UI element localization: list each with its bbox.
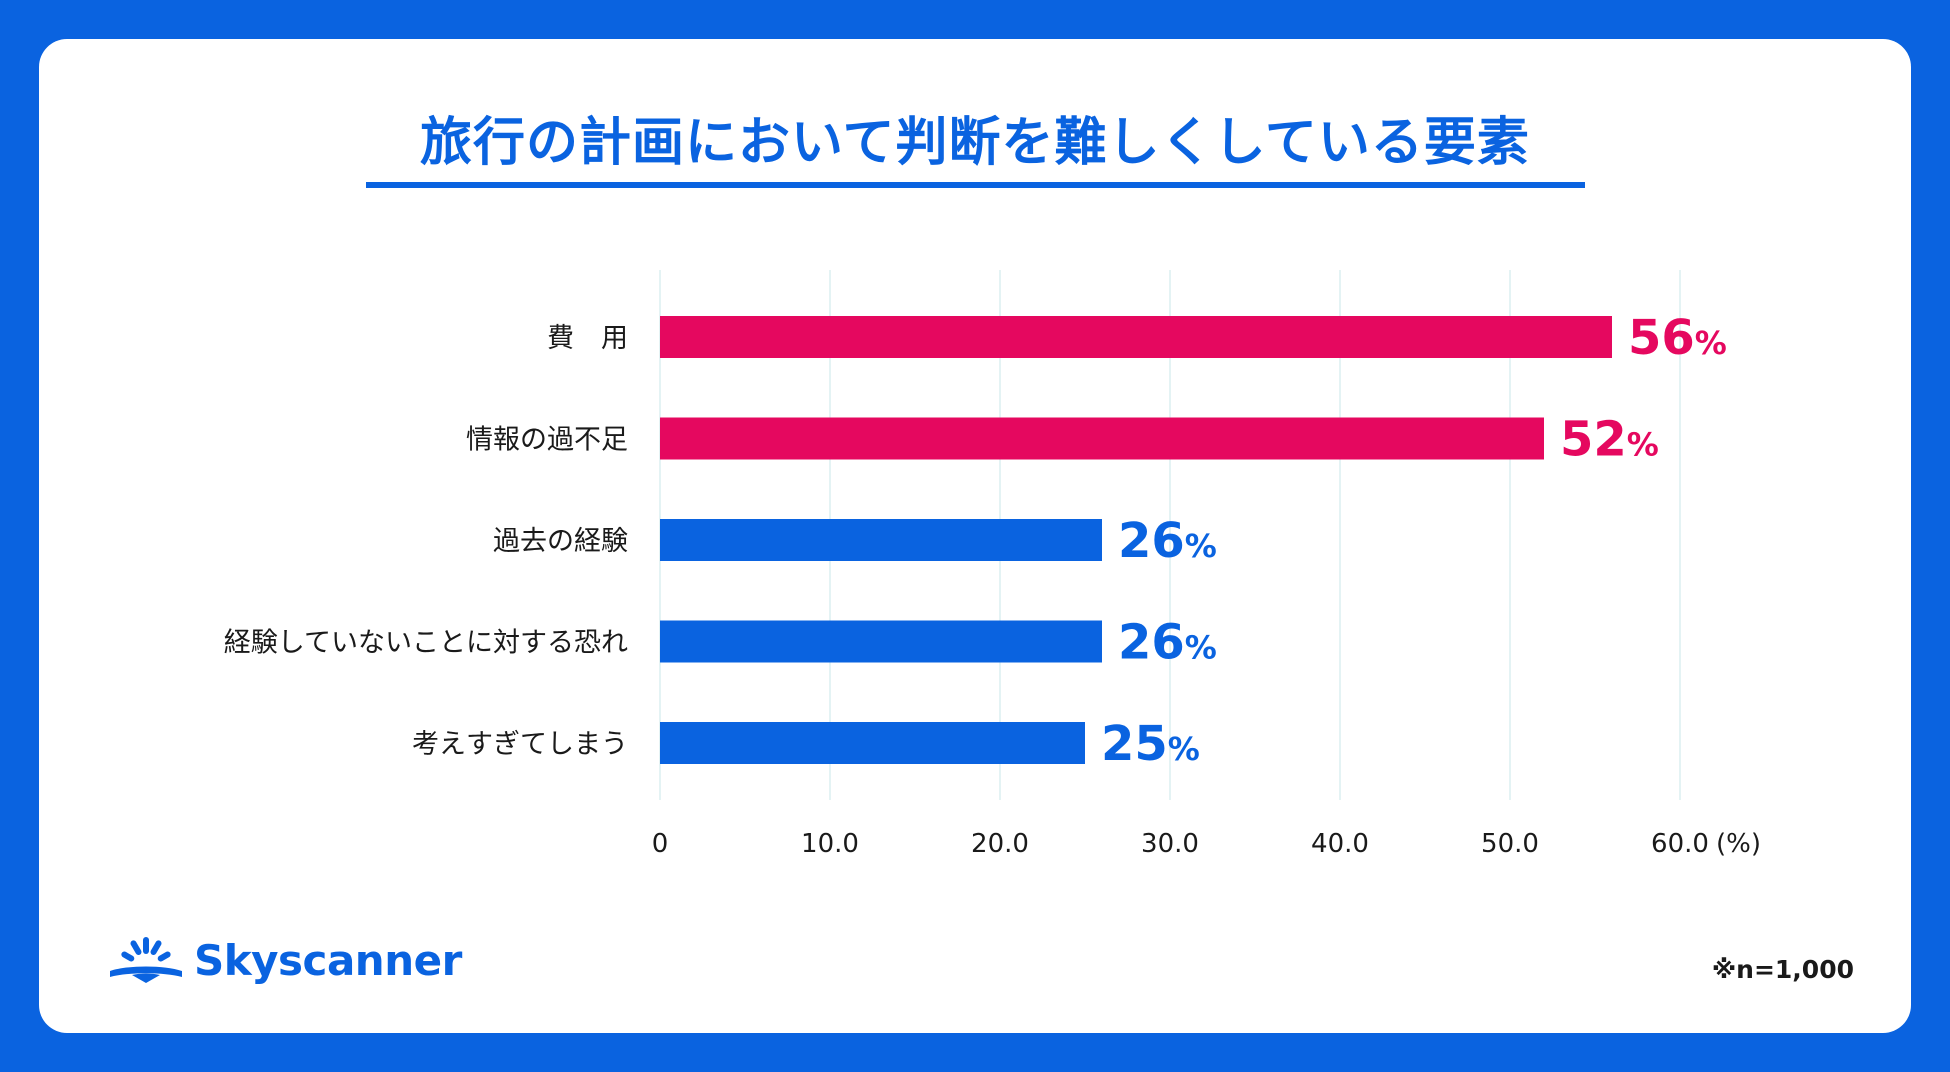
x-axis-unit: (%) — [1716, 829, 1761, 859]
value-labels: 56% 52% 26% 26% 25% — [1101, 310, 1727, 772]
value-label: 52% — [1560, 412, 1659, 468]
value-label: 26% — [1118, 513, 1217, 569]
value-label: 25% — [1101, 716, 1200, 772]
bar — [660, 519, 1102, 561]
x-tick-label: 60.0 — [1651, 829, 1709, 859]
bars — [660, 316, 1612, 764]
title-underline — [366, 182, 1585, 188]
x-tick-label: 20.0 — [971, 829, 1029, 859]
category-label: 情報の過不足 — [466, 425, 628, 456]
x-tick-label: 10.0 — [801, 829, 859, 859]
value-label: 56% — [1628, 310, 1727, 366]
bar — [660, 722, 1085, 764]
sample-size-note: ※n=1,000 — [1711, 955, 1854, 984]
bar — [660, 417, 1544, 460]
x-tick-label: 30.0 — [1141, 829, 1199, 859]
category-label: 考えすぎてしまう — [412, 729, 628, 760]
x-tick-label: 40.0 — [1311, 829, 1369, 859]
x-tick-labels: 0 10.0 20.0 30.0 40.0 50.0 60.0 (%) — [652, 829, 1761, 859]
category-label: 経験していないことに対する恐れ — [224, 628, 628, 659]
x-tick-label: 0 — [652, 829, 669, 859]
sunrise-logo-icon — [110, 937, 182, 983]
x-tick-label: 50.0 — [1481, 829, 1539, 859]
brand-name: Skyscanner — [194, 935, 462, 985]
category-label: 過去の経験 — [493, 526, 628, 557]
bar — [660, 620, 1102, 663]
chart-title: 旅行の計画において判断を難しくしている要素 — [420, 113, 1530, 173]
category-label: 費 用 — [547, 323, 628, 354]
bar — [660, 316, 1612, 358]
value-label: 26% — [1118, 615, 1217, 671]
skyscanner-logo: Skyscanner — [108, 935, 462, 985]
